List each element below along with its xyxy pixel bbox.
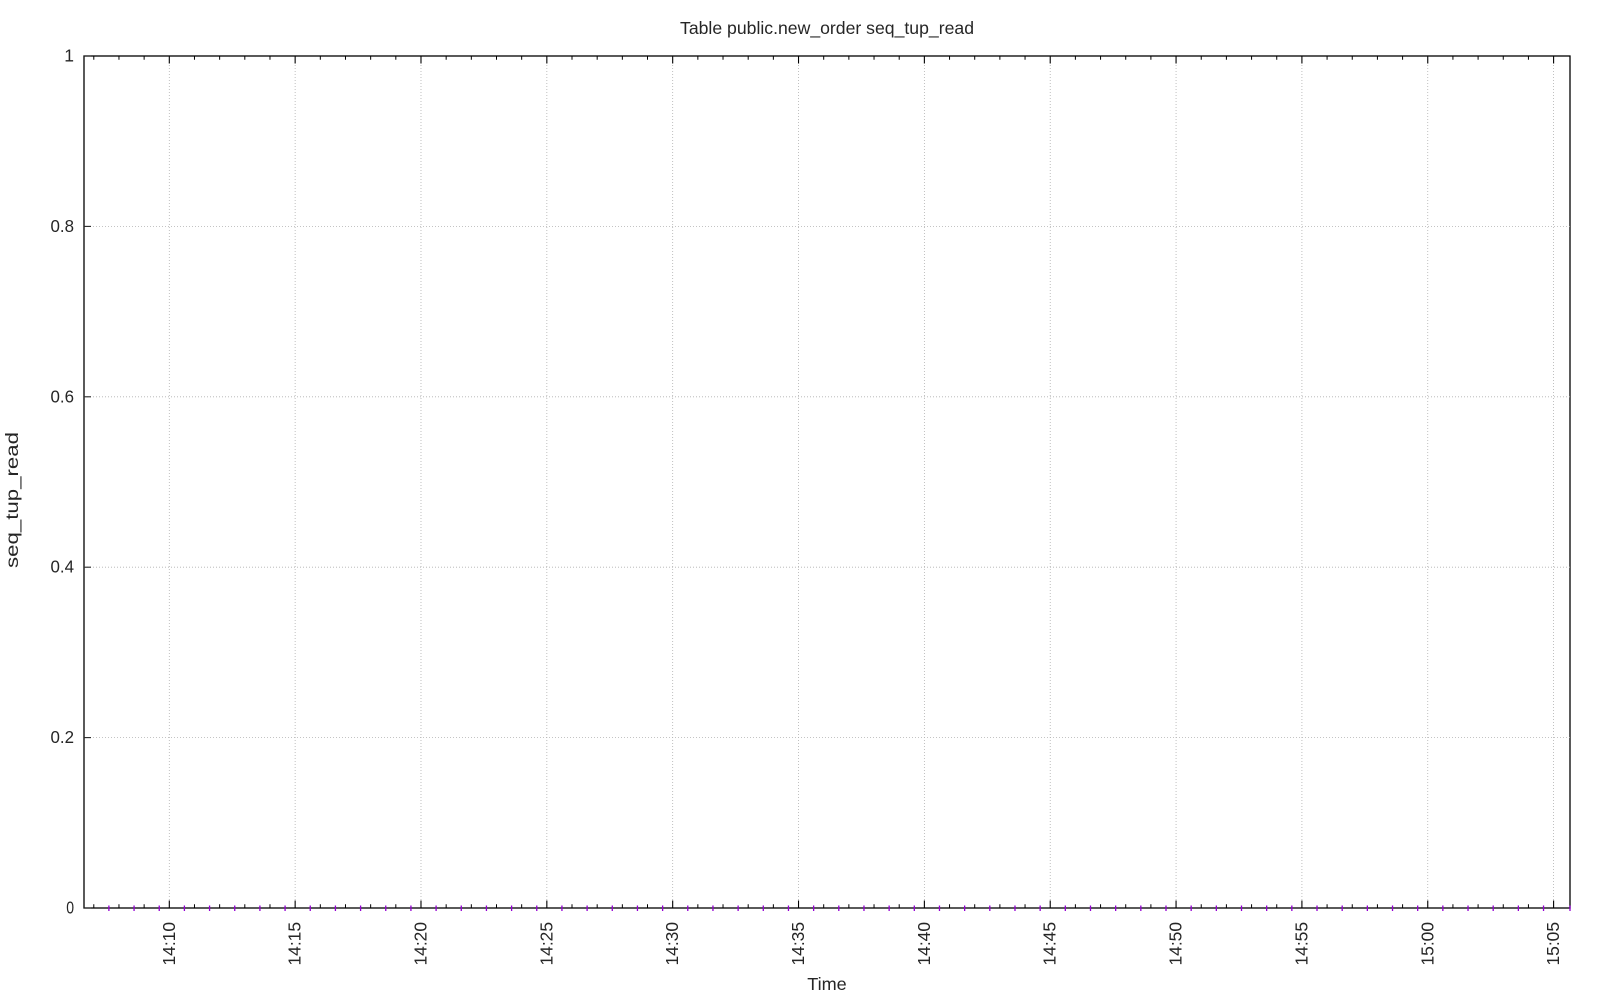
svg-text:1: 1 (64, 46, 74, 66)
svg-text:14:20: 14:20 (410, 922, 430, 966)
svg-text:0.6: 0.6 (51, 386, 75, 406)
svg-text:14:30: 14:30 (662, 922, 682, 966)
svg-text:14:25: 14:25 (536, 922, 556, 966)
svg-text:Table public.new_order seq_tup: Table public.new_order seq_tup_read (680, 18, 974, 39)
svg-text:14:10: 14:10 (159, 922, 179, 966)
svg-text:14:40: 14:40 (914, 922, 934, 966)
svg-text:14:55: 14:55 (1291, 922, 1311, 966)
svg-text:seq_tup_read: seq_tup_read (2, 432, 23, 568)
svg-text:Time: Time (807, 974, 847, 994)
svg-text:0.2: 0.2 (51, 727, 75, 747)
svg-text:14:50: 14:50 (1166, 922, 1186, 966)
svg-text:0.4: 0.4 (51, 557, 75, 577)
svg-text:15:05: 15:05 (1543, 922, 1563, 966)
svg-text:0: 0 (66, 898, 74, 918)
svg-text:14:35: 14:35 (788, 922, 808, 966)
svg-text:14:15: 14:15 (285, 922, 305, 966)
svg-text:14:45: 14:45 (1040, 922, 1060, 966)
svg-text:15:00: 15:00 (1417, 922, 1437, 966)
svg-text:0.8: 0.8 (51, 216, 75, 236)
